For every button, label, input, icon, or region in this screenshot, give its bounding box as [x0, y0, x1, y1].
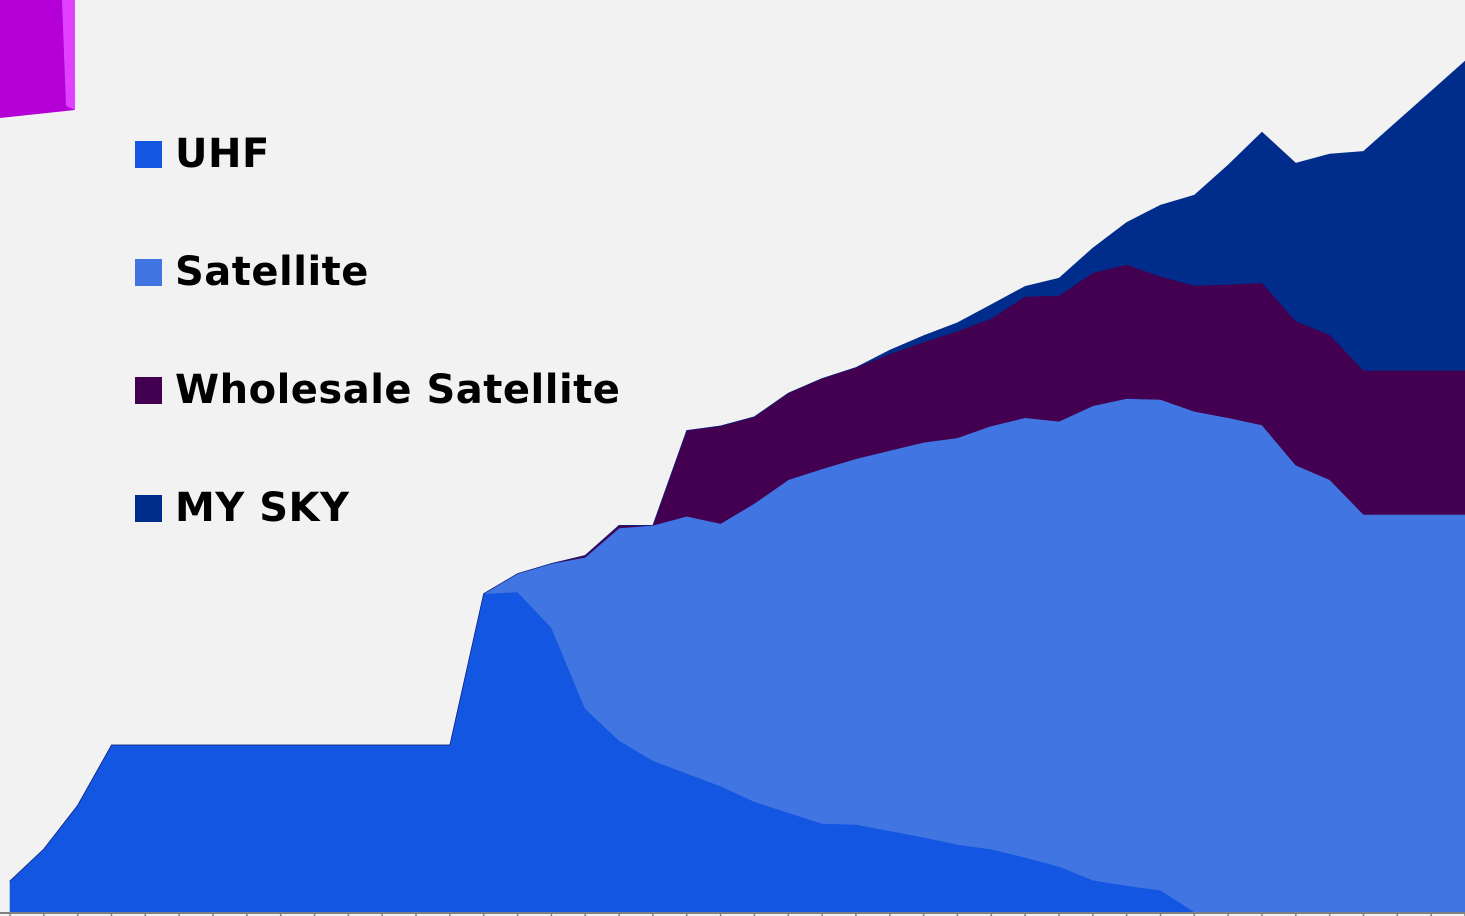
area-series-my-sky: [9, 60, 1465, 882]
legend-label-my-sky: MY SKY: [175, 485, 350, 531]
legend-item-uhf: UHF: [135, 128, 620, 180]
legend-swatch-wholesale-satellite: [135, 376, 162, 404]
legend-label-wholesale-satellite: Wholesale Satellite: [175, 367, 621, 413]
corner-decoration-highlight: [62, 0, 75, 110]
legend-swatch-uhf: [135, 140, 162, 168]
x-axis: [0, 912, 1465, 916]
legend-swatch-my-sky: [135, 494, 162, 522]
legend-item-wholesale-satellite: Wholesale Satellite: [135, 364, 620, 416]
legend-item-my-sky: MY SKY: [135, 482, 620, 534]
legend-swatch-satellite: [135, 258, 162, 286]
legend-label-uhf: UHF: [175, 131, 270, 177]
legend-label-satellite: Satellite: [175, 249, 369, 295]
legend-item-satellite: Satellite: [135, 246, 620, 298]
legend: UHF Satellite Wholesale Satellite MY SKY: [135, 128, 620, 600]
corner-decoration: [0, 0, 75, 118]
